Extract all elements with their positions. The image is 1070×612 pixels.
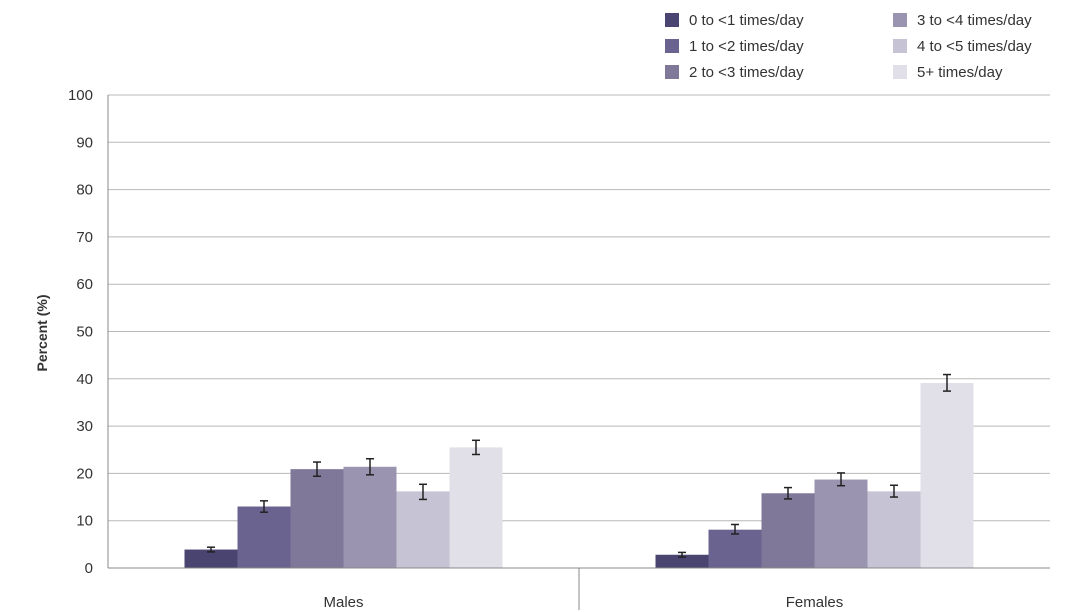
bar (761, 493, 815, 568)
error-bar (890, 484, 898, 498)
legend: 0 to <1 times/day 1 to <2 times/day 2 to <… (665, 12, 1032, 81)
error-bar (260, 500, 268, 513)
legend-item: 5+ times/day (893, 64, 1003, 81)
bar-series (184, 383, 974, 568)
y-tick-label: 70 (76, 229, 93, 246)
legend-label: 0 to <1 times/day (689, 12, 804, 29)
bar (867, 491, 921, 568)
legend-item: 2 to <3 times/day (665, 64, 804, 81)
x-category-label: Males (323, 594, 363, 611)
y-tick-label: 40 (76, 371, 93, 388)
legend-item: 1 to <2 times/day (665, 38, 804, 55)
gridlines (108, 94, 1050, 522)
y-tick-label: 80 (76, 182, 93, 199)
legend-item: 0 to <1 times/day (665, 12, 804, 29)
x-category-label: Females (786, 594, 844, 611)
error-bar (207, 546, 215, 553)
y-tick-label: 50 (76, 324, 93, 341)
legend-swatch (665, 65, 679, 79)
y-tick-label: 30 (76, 418, 93, 435)
error-bar (313, 461, 321, 477)
legend-swatch (893, 65, 907, 79)
y-tick-label: 60 (76, 276, 93, 293)
error-bar (419, 483, 427, 501)
y-axis-label: Percent (%) (34, 294, 50, 371)
y-tick-label: 0 (85, 560, 93, 577)
legend-swatch (665, 39, 679, 53)
bar (290, 469, 344, 568)
legend-item: 3 to <4 times/day (893, 12, 1032, 29)
legend-swatch (665, 13, 679, 27)
bar (184, 549, 238, 568)
bar (396, 491, 450, 568)
error-bars (207, 373, 951, 558)
y-tick-label: 20 (76, 465, 93, 482)
error-bar (678, 551, 686, 558)
error-bar (731, 523, 739, 535)
bar (237, 506, 291, 568)
bar (343, 466, 397, 568)
legend-swatch (893, 13, 907, 27)
error-bar (837, 472, 845, 487)
bar (449, 447, 503, 568)
bar (708, 529, 762, 568)
legend-label: 1 to <2 times/day (689, 38, 804, 55)
legend-swatch (893, 39, 907, 53)
axes (107, 95, 1050, 610)
y-axis-ticks: 0 10 20 30 40 50 60 70 80 90 100 (68, 87, 93, 577)
legend-item: 4 to <5 times/day (893, 38, 1032, 55)
legend-label: 5+ times/day (917, 64, 1003, 81)
bar (655, 554, 709, 568)
y-tick-label: 10 (76, 513, 93, 530)
bar (814, 479, 868, 568)
legend-label: 3 to <4 times/day (917, 12, 1032, 29)
x-axis-categories: Males Females (323, 594, 843, 611)
y-tick-label: 100 (68, 87, 93, 104)
error-bar (366, 457, 374, 476)
bar (920, 383, 974, 568)
error-bar (784, 486, 792, 500)
error-bar (943, 373, 951, 392)
legend-label: 2 to <3 times/day (689, 64, 804, 81)
y-tick-label: 90 (76, 134, 93, 151)
legend-label: 4 to <5 times/day (917, 38, 1032, 55)
error-bar (472, 439, 480, 456)
